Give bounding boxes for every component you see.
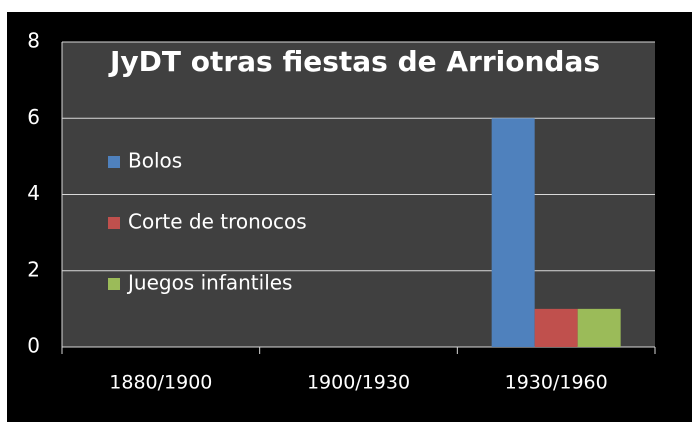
legend-swatch: [108, 217, 120, 229]
legend-label: Corte de tronocos: [128, 210, 307, 234]
legend-label: Juegos infantiles: [126, 271, 292, 295]
legend-swatch: [108, 156, 120, 168]
x-tick-label: 1930/1960: [505, 372, 608, 394]
bar: [534, 308, 578, 347]
x-tick-label: 1900/1930: [307, 372, 410, 394]
y-tick-label: 6: [27, 105, 40, 129]
x-tick-label: 1880/1900: [109, 372, 212, 394]
legend-swatch: [108, 278, 120, 290]
y-tick-label: 4: [27, 181, 40, 205]
bar: [491, 118, 535, 347]
y-tick-label: 2: [27, 257, 40, 281]
y-tick-label: 0: [27, 334, 40, 358]
bar: [577, 308, 621, 347]
chart-title: JyDT otras fiestas de Arriondas: [108, 45, 600, 78]
y-tick-label: 8: [27, 29, 40, 53]
legend-label: Bolos: [128, 149, 182, 173]
